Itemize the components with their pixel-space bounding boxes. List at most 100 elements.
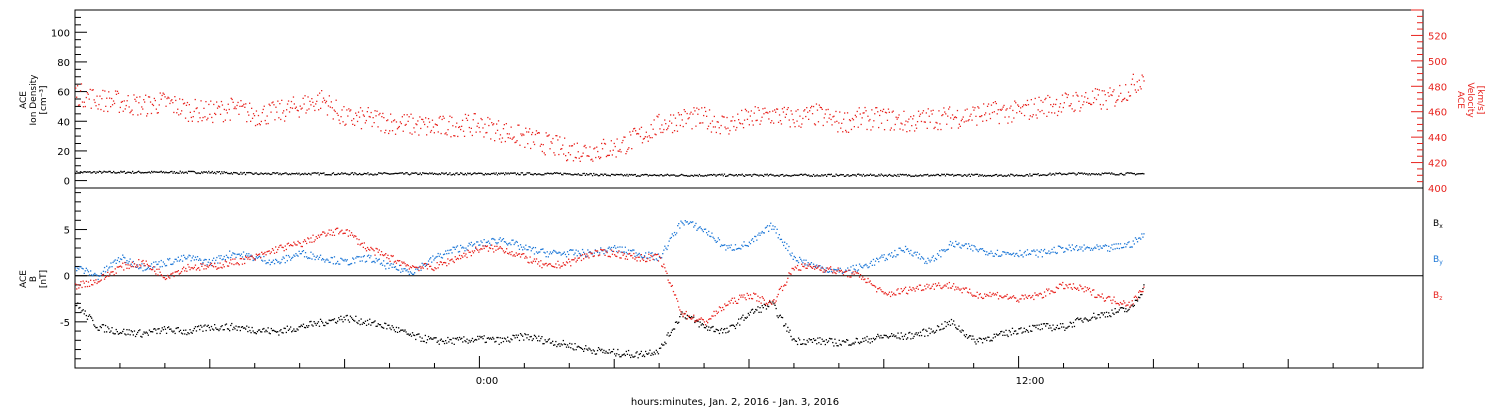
by-point — [131, 265, 133, 267]
bz-point — [793, 269, 795, 271]
density-point — [572, 174, 575, 176]
bx-point — [823, 340, 825, 342]
density-point — [426, 173, 428, 175]
density-point — [721, 173, 723, 175]
by-point — [497, 242, 499, 244]
density-point — [1001, 175, 1004, 177]
by-point — [405, 270, 407, 272]
velocity-point — [1057, 110, 1060, 112]
bz-point — [673, 294, 676, 296]
by-point — [282, 256, 284, 258]
bz-point — [101, 274, 103, 276]
bz-point — [318, 236, 321, 238]
bz-point — [219, 262, 221, 264]
velocity-point — [822, 124, 824, 127]
bz-point — [733, 297, 736, 299]
velocity-point — [394, 133, 397, 135]
velocity-point — [96, 95, 98, 97]
bx-point — [252, 330, 254, 332]
velocity-point — [756, 119, 758, 121]
velocity-point — [806, 107, 808, 109]
bz-point — [759, 297, 761, 299]
velocity-point — [552, 137, 554, 140]
bz-point — [472, 252, 475, 254]
bx-point — [149, 331, 152, 333]
density-point — [594, 174, 596, 176]
density-point — [929, 175, 931, 177]
bz-point — [434, 267, 436, 269]
bz-point — [641, 258, 644, 260]
by-point — [257, 256, 260, 258]
density-point — [917, 175, 919, 177]
bx-point — [1055, 327, 1057, 329]
velocity-point — [238, 113, 240, 115]
by-point — [1130, 246, 1132, 248]
velocity-point — [596, 146, 598, 148]
bz-point — [541, 267, 543, 269]
bz-point — [833, 270, 835, 272]
by-point — [232, 252, 234, 254]
density-point — [227, 172, 229, 175]
by-point — [1097, 245, 1099, 248]
bz-point — [677, 300, 679, 302]
density-point — [474, 172, 476, 174]
bx-point — [947, 323, 949, 326]
density-point — [185, 171, 187, 173]
velocity-point — [1142, 76, 1144, 78]
velocity-point — [1006, 108, 1008, 110]
velocity-point — [1061, 94, 1064, 96]
bx-point — [647, 353, 649, 355]
bx-point — [757, 306, 759, 308]
bx-point — [394, 331, 397, 333]
velocity-point — [587, 155, 589, 157]
velocity-point — [733, 125, 735, 128]
bx-point — [488, 338, 491, 340]
density-point — [930, 174, 932, 176]
bx-point — [253, 332, 255, 334]
by-point — [820, 267, 822, 269]
density-point — [878, 173, 880, 176]
bz-point — [871, 284, 873, 286]
density-point — [734, 174, 736, 176]
density-point — [400, 172, 402, 174]
bz-point — [546, 265, 548, 267]
bx-point — [804, 343, 806, 345]
density-point — [130, 172, 133, 174]
velocity-point — [858, 107, 860, 109]
density-point — [248, 171, 250, 174]
bz-point — [189, 269, 191, 271]
bz-point — [605, 250, 607, 252]
velocity-point — [97, 108, 99, 110]
velocity-point — [574, 156, 576, 159]
bx-point — [1070, 322, 1072, 324]
velocity-point — [841, 122, 843, 124]
bx-point — [385, 322, 387, 325]
bx-point — [177, 327, 179, 329]
bz-point — [409, 266, 411, 268]
velocity-point — [346, 109, 348, 111]
by-point — [871, 264, 873, 266]
by-point — [978, 249, 980, 251]
bx-point — [176, 327, 178, 329]
by-point — [384, 265, 386, 267]
bx-point — [103, 331, 106, 333]
by-point — [230, 256, 232, 259]
bz-point — [719, 307, 722, 309]
bx-point — [865, 339, 867, 341]
velocity-point — [641, 142, 644, 144]
bz-point — [786, 281, 788, 283]
by-point — [261, 259, 263, 261]
velocity-point — [173, 111, 175, 114]
density-point — [370, 173, 373, 175]
bz-point — [411, 265, 414, 267]
bz-point — [966, 291, 969, 293]
bx-point — [805, 343, 807, 346]
density-point — [258, 173, 260, 176]
velocity-point — [880, 122, 883, 124]
density-point — [380, 172, 382, 174]
bx-point — [965, 334, 968, 336]
density-point — [767, 175, 769, 177]
density-point — [1133, 172, 1135, 175]
bz-point — [236, 262, 238, 264]
bx-point — [604, 352, 606, 354]
